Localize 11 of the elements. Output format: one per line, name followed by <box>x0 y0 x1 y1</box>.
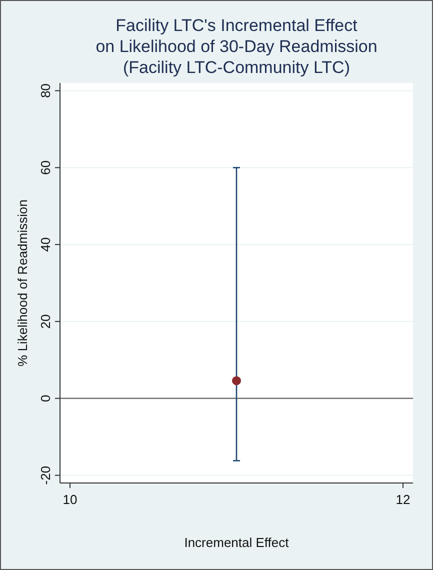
x-axis-title: Incremental Effect <box>184 535 290 550</box>
y-tick-label: -20 <box>38 466 53 485</box>
x-tick-label: 10 <box>62 492 78 507</box>
y-tick-label: 20 <box>38 314 53 329</box>
y-tick-label: 0 <box>38 394 53 402</box>
x-tick-label: 12 <box>396 492 410 507</box>
y-axis-title: % Likelihood of Readmission <box>15 200 30 366</box>
y-tick-label: 40 <box>38 237 53 252</box>
y-tick-label: 60 <box>38 160 53 175</box>
chart-title: Facility LTC's Incremental Effect on Likelihood of 30-Day Readmission (Facility LTC-Community LTC) <box>96 16 378 77</box>
y-tick-label: 80 <box>38 83 53 98</box>
